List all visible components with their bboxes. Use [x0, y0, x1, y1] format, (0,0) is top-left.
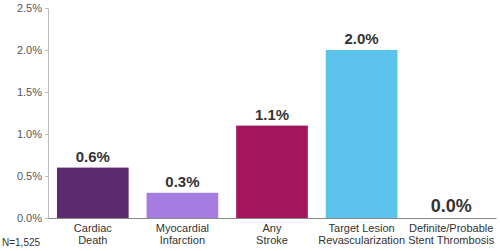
- x-tick-label-line: Myocardial: [156, 222, 209, 234]
- x-tick-label: AnyStroke: [256, 222, 288, 247]
- chart: 0.0% 0.5% 1.0% 1.5% 2.0% 2.5% CardiacDeath Myoc…: [0, 0, 500, 251]
- y-tick: 2.5%: [17, 2, 48, 14]
- bars: [57, 50, 397, 218]
- x-tick-label-line: Definite/Probable: [409, 222, 493, 234]
- bar: [326, 50, 398, 218]
- y-tick-label: 1.0%: [17, 128, 42, 140]
- x-tick: Target LesionRevascularization: [318, 218, 405, 246]
- y-tick-label: 1.5%: [17, 86, 42, 98]
- x-tick-label-line: Target Lesion: [329, 222, 395, 234]
- x-tick-label-line: Stroke: [256, 234, 288, 246]
- y-tick-label: 2.0%: [17, 44, 42, 56]
- y-tick-mark: [45, 218, 48, 219]
- y-tick: 1.0%: [17, 128, 48, 140]
- y-tick: 2.0%: [17, 44, 48, 56]
- y-tick: 0.5%: [17, 170, 48, 182]
- y-tick: 0.0%: [17, 212, 48, 224]
- x-tick-label-line: Infarction: [160, 234, 205, 246]
- y-tick: 1.5%: [17, 86, 48, 98]
- y-tick-mark: [45, 176, 48, 177]
- bar: [57, 168, 129, 218]
- x-tick: Definite/ProbableStent Thrombosis: [408, 218, 495, 246]
- y-tick-mark: [45, 92, 48, 93]
- bar: [415, 218, 487, 219]
- y-axis-line: [48, 9, 49, 219]
- x-axis: CardiacDeath MyocardialInfarction AnyStrok…: [49, 218, 497, 246]
- y-tick-label: 2.5%: [17, 2, 42, 14]
- y-tick-label: 0.0%: [17, 212, 42, 224]
- data-labels: 0.6% 0.3% 1.1% 2.0% 0.0%: [76, 30, 472, 216]
- x-tick-label-line: Any: [263, 222, 282, 234]
- x-axis-line: [49, 218, 497, 219]
- x-tick-label-line: Cardiac: [74, 222, 112, 234]
- x-tick-label-line: Revascularization: [318, 234, 405, 246]
- bar: [147, 193, 219, 218]
- x-tick-label: Target LesionRevascularization: [318, 222, 405, 247]
- x-tick-label: CardiacDeath: [74, 222, 112, 247]
- y-tick-mark: [45, 134, 48, 135]
- bar: [236, 126, 308, 218]
- data-label: 0.3%: [165, 173, 199, 190]
- annotation: N=1,525: [2, 237, 41, 248]
- data-label: 1.1%: [255, 106, 289, 123]
- y-axis: 0.0% 0.5% 1.0% 1.5% 2.0% 2.5%: [17, 2, 49, 224]
- x-tick-label-line: Stent Thrombosis: [408, 234, 495, 246]
- x-tick-label: MyocardialInfarction: [156, 222, 209, 247]
- data-label: 2.0%: [344, 30, 378, 47]
- y-tick-label: 0.5%: [17, 170, 42, 182]
- x-tick: CardiacDeath: [74, 218, 112, 246]
- x-tick: AnyStroke: [256, 218, 288, 246]
- x-tick-label: Definite/ProbableStent Thrombosis: [408, 222, 495, 247]
- data-label: 0.6%: [76, 148, 110, 165]
- x-tick: MyocardialInfarction: [156, 218, 209, 246]
- y-tick-mark: [45, 50, 48, 51]
- x-tick-label-line: Death: [78, 234, 107, 246]
- y-tick-mark: [45, 8, 48, 9]
- data-label: 0.0%: [431, 196, 472, 216]
